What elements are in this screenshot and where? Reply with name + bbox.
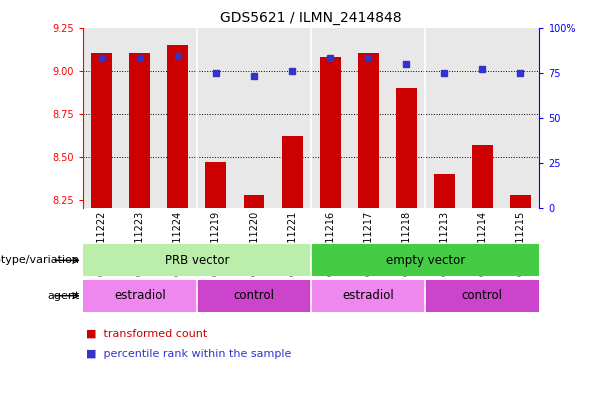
Bar	[311, 280, 425, 312]
Text: agent: agent	[47, 291, 80, 301]
Text: ■  transformed count: ■ transformed count	[86, 329, 207, 339]
Bar	[425, 280, 539, 312]
Bar	[83, 280, 197, 312]
Text: ■  percentile rank within the sample: ■ percentile rank within the sample	[86, 349, 291, 359]
Text: genotype/variation: genotype/variation	[0, 255, 80, 265]
Bar	[129, 53, 150, 208]
Bar	[243, 195, 264, 208]
Bar	[197, 280, 311, 312]
Text: empty vector: empty vector	[386, 254, 465, 267]
Title: GDS5621 / ILMN_2414848: GDS5621 / ILMN_2414848	[220, 11, 402, 25]
Text: estradiol: estradiol	[342, 289, 394, 302]
Bar	[358, 53, 379, 208]
Bar	[434, 174, 455, 208]
Bar	[396, 88, 417, 208]
Text: control: control	[234, 289, 275, 302]
Bar	[167, 45, 188, 208]
Bar	[83, 244, 311, 276]
Text: control: control	[462, 289, 503, 302]
Bar	[205, 162, 226, 208]
Bar	[510, 195, 531, 208]
Text: PRB vector: PRB vector	[165, 254, 229, 267]
Bar	[472, 145, 493, 208]
Bar	[311, 244, 539, 276]
Text: estradiol: estradiol	[114, 289, 166, 302]
Bar	[91, 53, 112, 208]
Bar	[281, 136, 303, 208]
Bar	[319, 57, 341, 208]
